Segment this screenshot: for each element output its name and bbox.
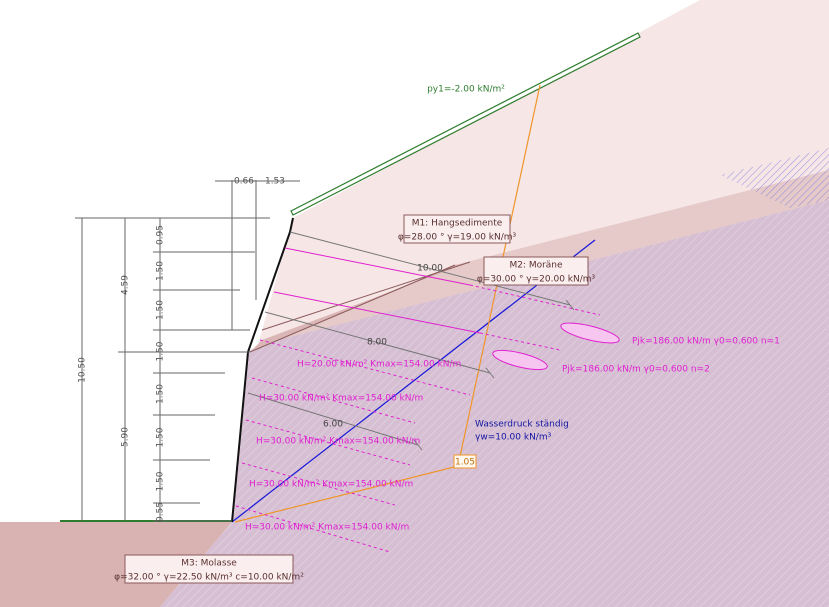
material-box — [403, 214, 511, 244]
anchor — [264, 311, 491, 374]
material-box — [483, 256, 589, 286]
factor: 1.05 — [455, 458, 475, 468]
struts — [235, 247, 601, 553]
dim-label: 1.50 — [156, 384, 166, 404]
dim-label: 4.59 — [121, 275, 131, 295]
dim-label: 0.55 — [156, 502, 166, 522]
segment-dims: 0.95 1.50 1.50 1.50 1.50 1.50 1.50 0.55 — [153, 217, 270, 522]
dim-label: 0.66 — [234, 177, 254, 187]
water-props: γw=10.00 kN/m³ — [475, 433, 552, 443]
dim-label: 1.50 — [156, 427, 166, 447]
anchor-end — [413, 439, 423, 451]
dim-label: 5.90 — [121, 427, 131, 447]
dim-label: 1.50 — [156, 300, 166, 320]
dim-label: 0.95 — [156, 225, 166, 245]
anchor-length: 10.00 — [417, 264, 443, 274]
material-props: φ=32.00 ° γ=22.50 kN/m³ c=10.00 kN/m² — [114, 573, 304, 583]
grout-body — [560, 322, 620, 344]
strut-label: H=30.00 kN/m² Kmax=154.00 kN/m — [259, 394, 423, 404]
strut-label: H=20.00 kN/m² Kmax=154.00 kN/m — [297, 360, 461, 370]
dim-label: 1.50 — [156, 261, 166, 281]
strut — [251, 377, 416, 424]
strut — [259, 339, 471, 396]
material-box — [124, 554, 294, 584]
anchor-end — [565, 299, 575, 311]
anchor-end — [485, 367, 495, 379]
dim-label: 10.50 — [78, 357, 88, 383]
anchor-length: 6.00 — [323, 420, 343, 430]
material-props: φ=28.00 ° γ=19.00 kN/m³ — [398, 233, 517, 243]
layer-m2-hatch — [160, 200, 829, 607]
water-table — [231, 239, 596, 523]
factor-box — [453, 454, 477, 469]
dim-label: 1.50 — [156, 341, 166, 361]
wall — [231, 217, 294, 523]
dim-label: 1.50 — [156, 471, 166, 491]
material-name: M1: Hangsedimente — [412, 219, 503, 229]
water-hatch — [720, 148, 829, 208]
strut-label: H=30.00 kN/m² Kmax=154.00 kN/m — [249, 480, 413, 490]
strut — [241, 462, 396, 506]
strut — [284, 247, 471, 286]
strut — [479, 332, 561, 351]
strut — [273, 291, 481, 334]
strut-label: H=30.00 kN/m² Kmax=154.00 kN/m — [256, 437, 420, 447]
water-title: Wasserdruck ständig — [475, 420, 569, 430]
layer-boundary — [249, 264, 456, 353]
strut — [469, 284, 601, 316]
dim-label: 1.53 — [265, 177, 285, 187]
strut — [245, 419, 411, 466]
layer-m3 — [0, 522, 232, 607]
anchor-label: Pjk=186.00 kN/m γ0=0.600 n=2 — [562, 365, 710, 375]
load-label: py1=-2.00 kN/m² — [427, 85, 505, 95]
material-name: M3: Molasse — [181, 559, 237, 569]
grout-body — [492, 349, 548, 371]
anchor — [289, 231, 571, 306]
anchor-length: 8.00 — [367, 338, 387, 348]
anchor-label: Pjk=186.00 kN/m γ0=0.600 n=1 — [632, 337, 780, 347]
material-props: φ=30.00 ° γ=20.00 kN/m³ — [477, 275, 596, 285]
terrain-load — [290, 32, 641, 216]
layer-boundary — [261, 261, 471, 331]
material-name: M2: Moräne — [509, 261, 563, 271]
strut-label: H=30.00 kN/m² Kmax=154.00 kN/m — [245, 523, 409, 533]
layer-m1 — [258, 0, 829, 345]
anchor — [247, 392, 419, 446]
strut — [235, 505, 391, 553]
